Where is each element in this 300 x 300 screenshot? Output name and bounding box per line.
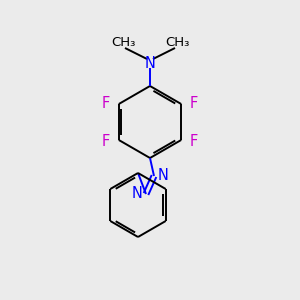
Text: CH₃: CH₃	[111, 37, 135, 50]
Text: F: F	[102, 95, 110, 110]
Text: N: N	[158, 169, 168, 184]
Text: F: F	[102, 134, 110, 148]
Text: N: N	[132, 187, 142, 202]
Text: F: F	[190, 134, 198, 148]
Text: CH₃: CH₃	[165, 37, 189, 50]
Text: N: N	[145, 56, 155, 71]
Text: F: F	[190, 95, 198, 110]
